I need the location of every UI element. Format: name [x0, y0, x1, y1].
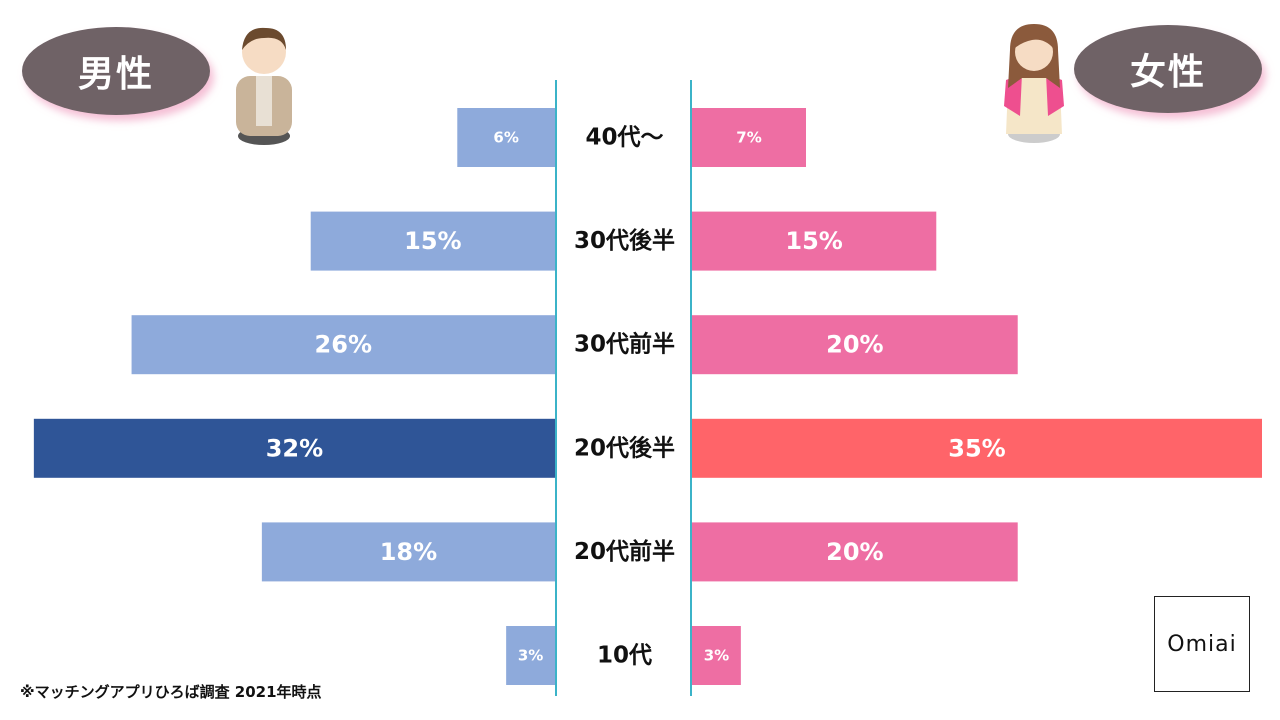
female-bar [692, 108, 806, 167]
female-bar-label: 3% [704, 647, 729, 665]
female-bar [692, 418, 1262, 478]
female-bar [692, 626, 741, 685]
legend-female-pill: 女性 [1074, 25, 1262, 113]
female-bar [692, 522, 1018, 582]
category-label: 40代〜 [585, 125, 663, 151]
female-bar-label: 7% [736, 129, 761, 147]
male-bar-label: 3% [518, 647, 543, 665]
female-person-icon [1004, 24, 1064, 143]
left-axis-line [555, 80, 557, 696]
category-label: 30代前半 [574, 331, 675, 358]
male-bar [33, 418, 556, 478]
male-bar-label: 15% [404, 227, 461, 255]
male-bar [457, 108, 555, 167]
footnote: ※マッチングアプリひろば調査 2021年時点 [20, 683, 322, 701]
female-bar-label: 35% [948, 434, 1005, 462]
omiai-logo: Omiai [1154, 596, 1250, 692]
male-person-icon [236, 27, 292, 145]
legend-male-pill: 男性 [22, 27, 210, 115]
male-bar-label: 18% [380, 538, 437, 566]
right-axis-line [690, 80, 692, 696]
female-bar-label: 20% [826, 331, 883, 359]
male-bar [261, 522, 555, 582]
male-bar-label: 6% [493, 129, 518, 147]
female-bar-label: 20% [826, 538, 883, 566]
category-label: 10代 [597, 643, 652, 669]
category-label: 20代後半 [574, 434, 675, 461]
female-bar [692, 211, 937, 271]
male-bar [506, 626, 555, 685]
male-bar [310, 211, 555, 271]
male-bar-label: 32% [266, 434, 323, 462]
category-label: 30代後半 [574, 227, 675, 254]
female-bar [692, 315, 1018, 375]
male-bar [131, 315, 556, 375]
category-label: 20代前半 [574, 538, 675, 565]
male-bar-label: 26% [315, 331, 372, 359]
female-bar-label: 15% [785, 227, 842, 255]
